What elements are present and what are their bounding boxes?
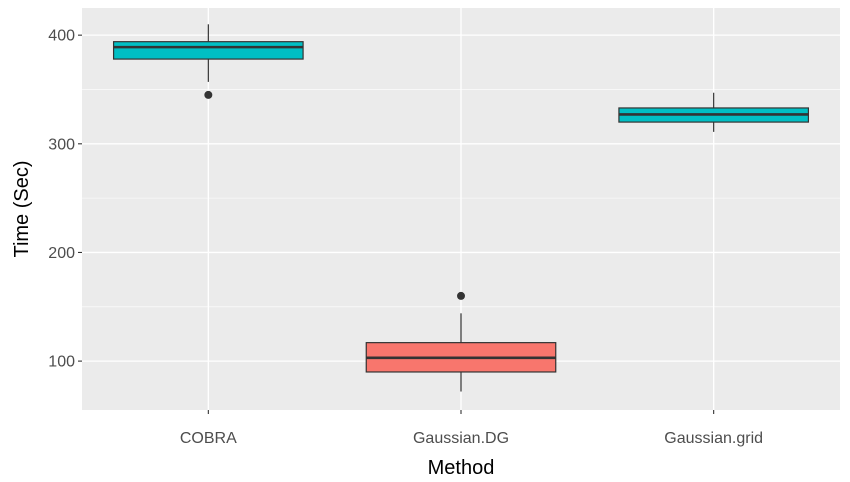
y-tick-label: 300 — [48, 136, 75, 153]
x-axis-ticks: COBRA Gaussian.DG Gaussian.grid — [180, 410, 763, 447]
y-axis-ticks: 100 200 300 400 — [48, 28, 82, 371]
x-tick-label: Gaussian.grid — [664, 430, 763, 447]
box-gaussian-dg — [365, 291, 557, 392]
outlier-point — [457, 291, 465, 300]
box-gaussian-grid — [618, 92, 810, 132]
y-tick-label: 400 — [48, 28, 75, 45]
box-cobra — [112, 24, 304, 99]
x-tick-label: Gaussian.DG — [413, 430, 509, 447]
y-tick-label: 100 — [48, 354, 75, 371]
y-tick-label: 200 — [48, 245, 75, 262]
y-axis-title: Time (Sec) — [11, 160, 33, 257]
box-iqr — [112, 41, 304, 60]
boxes — [112, 24, 810, 392]
x-tick-label: COBRA — [180, 430, 237, 447]
x-axis-title: Method — [428, 457, 495, 479]
outlier-point — [204, 90, 213, 99]
